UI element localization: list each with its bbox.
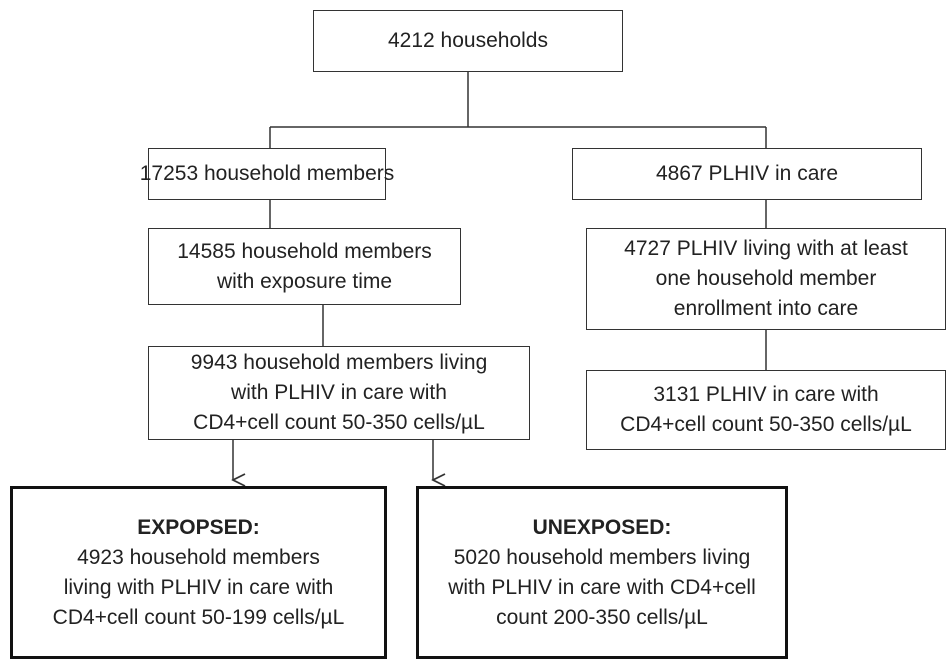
node-box: 3131 PLHIV in care with CD4+cell count 50… — [586, 370, 946, 450]
node-text: living with PLHIV in care with — [63, 575, 334, 599]
node-title: EXPOPSED: — [137, 515, 260, 539]
node-text: 4867 PLHIV in care — [655, 162, 839, 185]
node-text: 4727 PLHIV living with at least — [624, 237, 908, 260]
node-text: count 200-350 cells/µL — [496, 605, 708, 629]
node-box: 14585 household members with exposure tim… — [148, 228, 461, 305]
node-text: enrollment into care — [673, 297, 859, 320]
node-box: 4212 households — [313, 10, 623, 72]
node-box: 9943 household members living with PLHIV … — [148, 346, 530, 440]
node-text: 5020 household members living — [453, 545, 751, 569]
node-text: 9943 household members living — [190, 351, 488, 374]
node-text: 3131 PLHIV in care with — [653, 383, 879, 406]
node-text: with exposure time — [216, 269, 393, 293]
node-title: UNEXPOSED: — [532, 515, 672, 539]
node-text: 17253 household members — [139, 162, 395, 185]
node-text: 14585 household members — [177, 239, 432, 263]
node-text: one household member — [655, 267, 877, 290]
node-box: 17253 household members — [140, 148, 394, 200]
node-box: 4727 PLHIV living with at least one house… — [586, 228, 946, 330]
node-text: with PLHIV in care with — [231, 381, 447, 404]
unexposed-box: UNEXPOSED: 5020 household members living w… — [416, 486, 788, 659]
node-box: 4867 PLHIV in care — [572, 148, 922, 200]
node-text: CD4+cell count 50-350 cells/µL — [193, 411, 485, 434]
node-text: with PLHIV in care with CD4+cell — [448, 575, 756, 599]
exposed-box: EXPOPSED: 4923 household members living wi… — [10, 486, 387, 659]
node-text: CD4+cell count 50-199 cells/µL — [52, 605, 345, 629]
node-text: 4923 household members — [77, 545, 320, 569]
node-text: 4212 households — [388, 29, 548, 52]
node-text: CD4+cell count 50-350 cells/µL — [620, 413, 912, 436]
